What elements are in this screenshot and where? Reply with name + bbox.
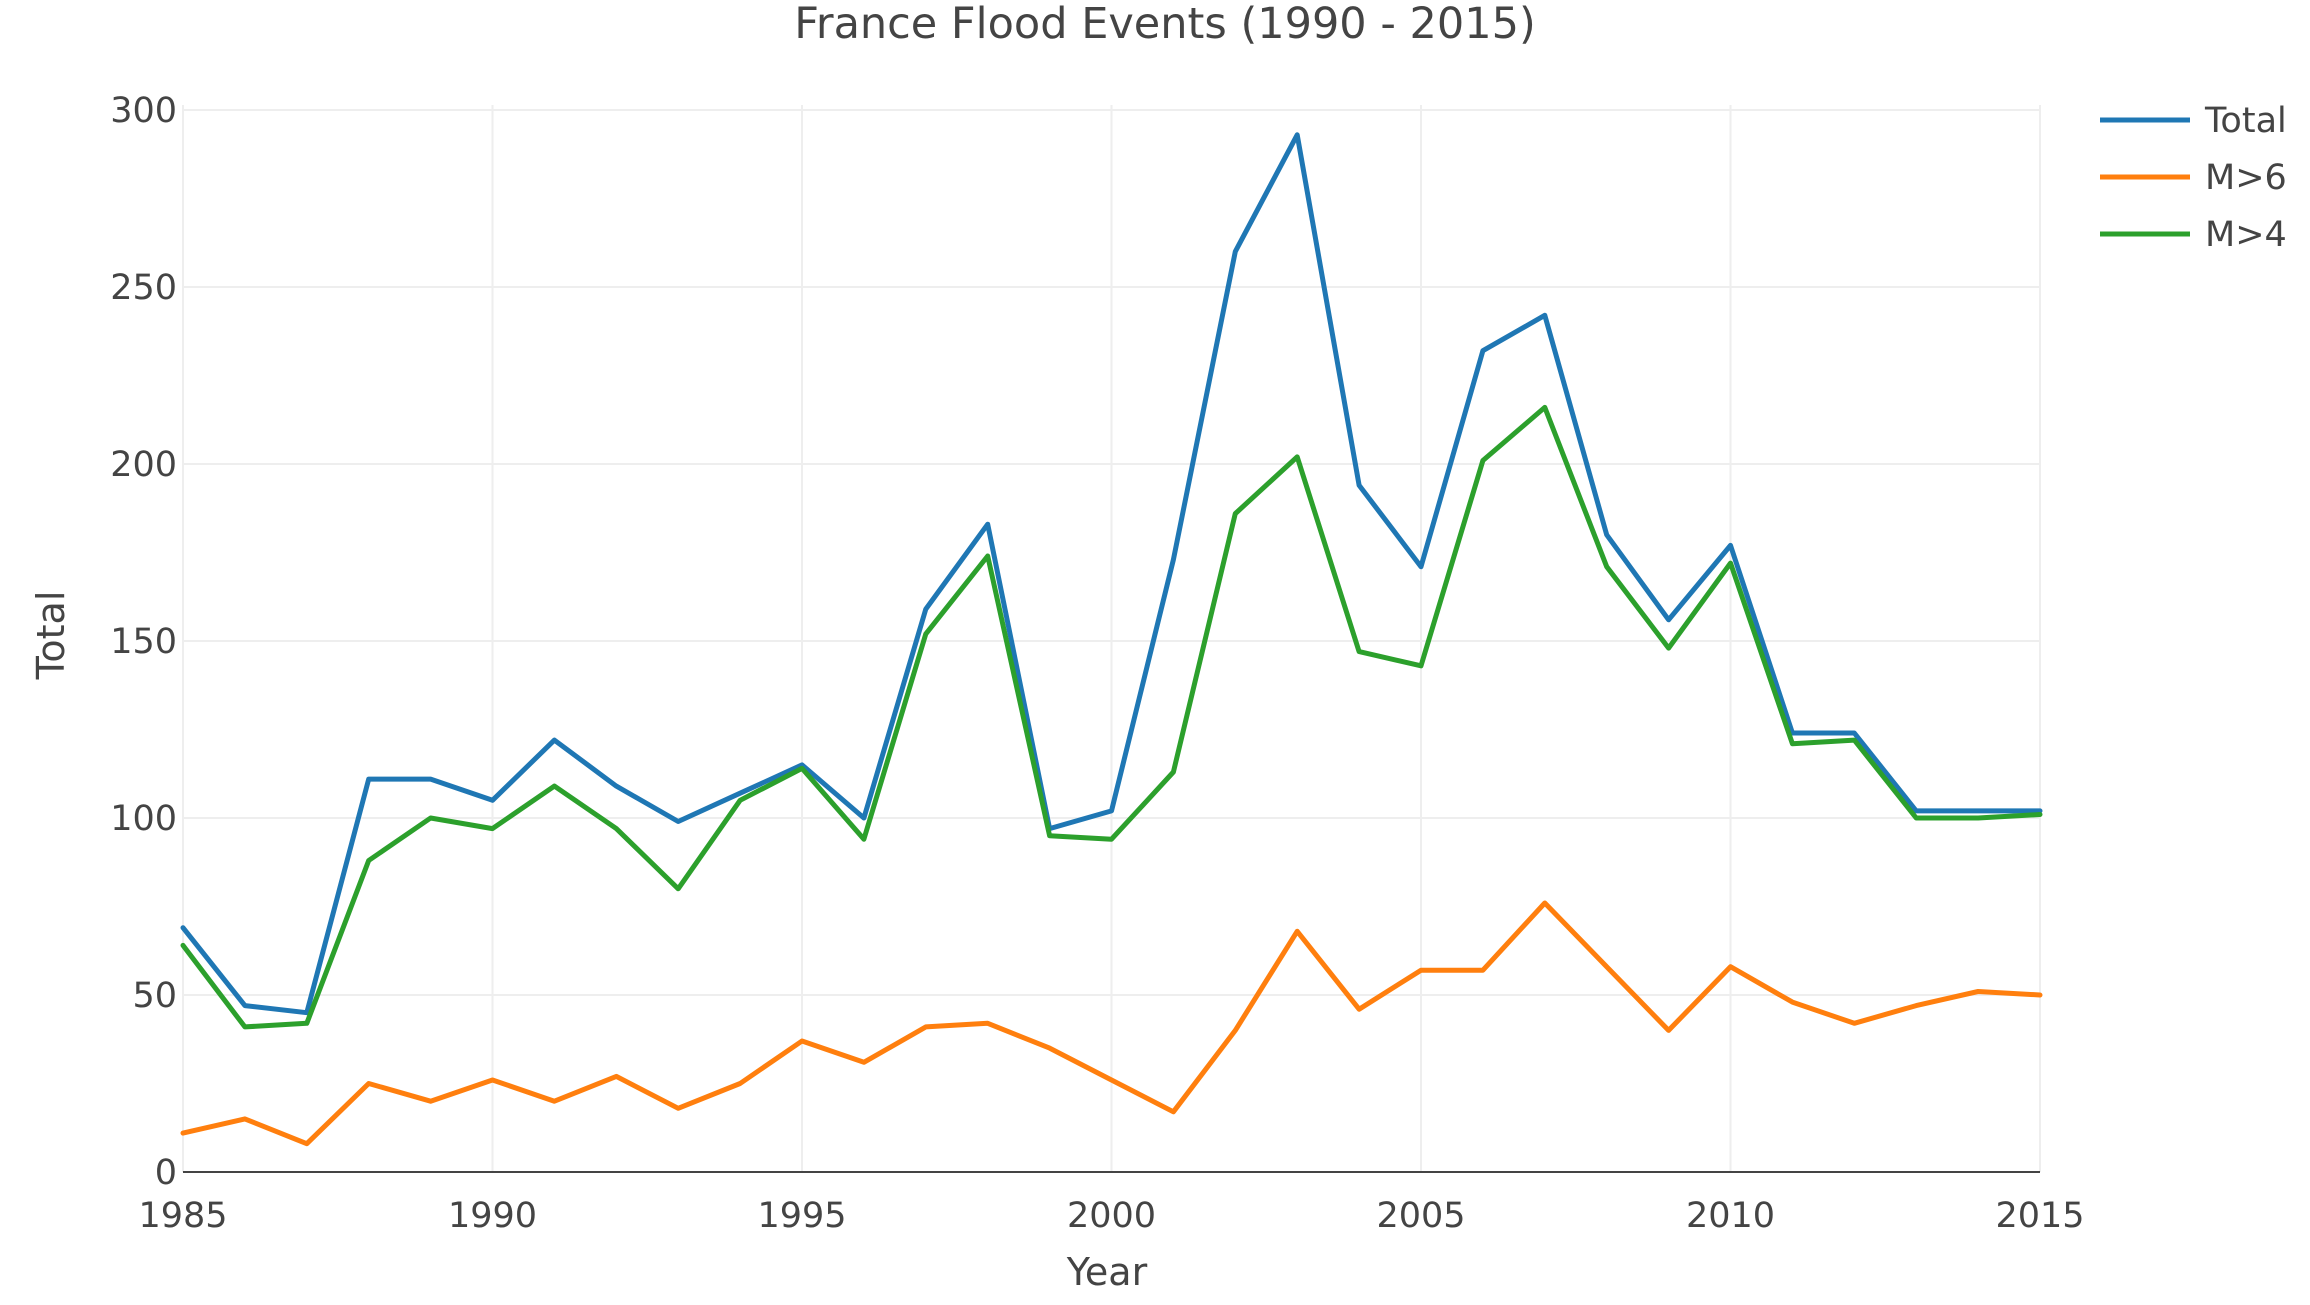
grid	[182, 105, 2041, 1172]
y-tick-label: 50	[132, 976, 177, 1016]
y-tick-label: 200	[110, 445, 177, 485]
x-tick-label: 2010	[1686, 1196, 1775, 1236]
legend-item[interactable]: M>4	[2100, 215, 2287, 255]
y-axis-label: Total	[29, 591, 73, 681]
x-tick-label: 2000	[1067, 1196, 1156, 1236]
chart-title: France Flood Events (1990 - 2015)	[794, 0, 1535, 49]
legend-label: M>6	[2205, 158, 2287, 198]
x-tick-label: 1990	[448, 1196, 537, 1236]
series-lines	[180, 132, 2043, 1147]
x-tick-label: 1995	[757, 1196, 846, 1236]
series-line-total[interactable]	[180, 132, 2043, 1016]
x-axis-label: Year	[1066, 1250, 1148, 1294]
y-tick-label: 150	[110, 622, 177, 662]
y-axis-ticks: 0 50 100 150 200 250 300	[110, 91, 177, 1193]
legend[interactable]: Total M>6 M>4	[2100, 101, 2287, 255]
legend-label: Total	[2204, 101, 2287, 141]
series-line-m-4[interactable]	[180, 404, 2043, 1030]
y-tick-label: 0	[155, 1153, 177, 1193]
x-tick-label: 1985	[138, 1196, 227, 1236]
y-tick-label: 250	[110, 268, 177, 308]
y-tick-label: 100	[110, 799, 177, 839]
legend-label: M>4	[2205, 215, 2287, 255]
series-line-m-6[interactable]	[180, 900, 2043, 1147]
x-axis-ticks: 1985 1990 1995 2000 2005 2010 2015	[138, 1196, 2084, 1236]
legend-item[interactable]: Total	[2100, 101, 2287, 141]
x-tick-label: 2005	[1376, 1196, 1465, 1236]
legend-item[interactable]: M>6	[2100, 158, 2287, 198]
y-tick-label: 300	[110, 91, 177, 131]
x-tick-label: 2015	[1995, 1196, 2084, 1236]
